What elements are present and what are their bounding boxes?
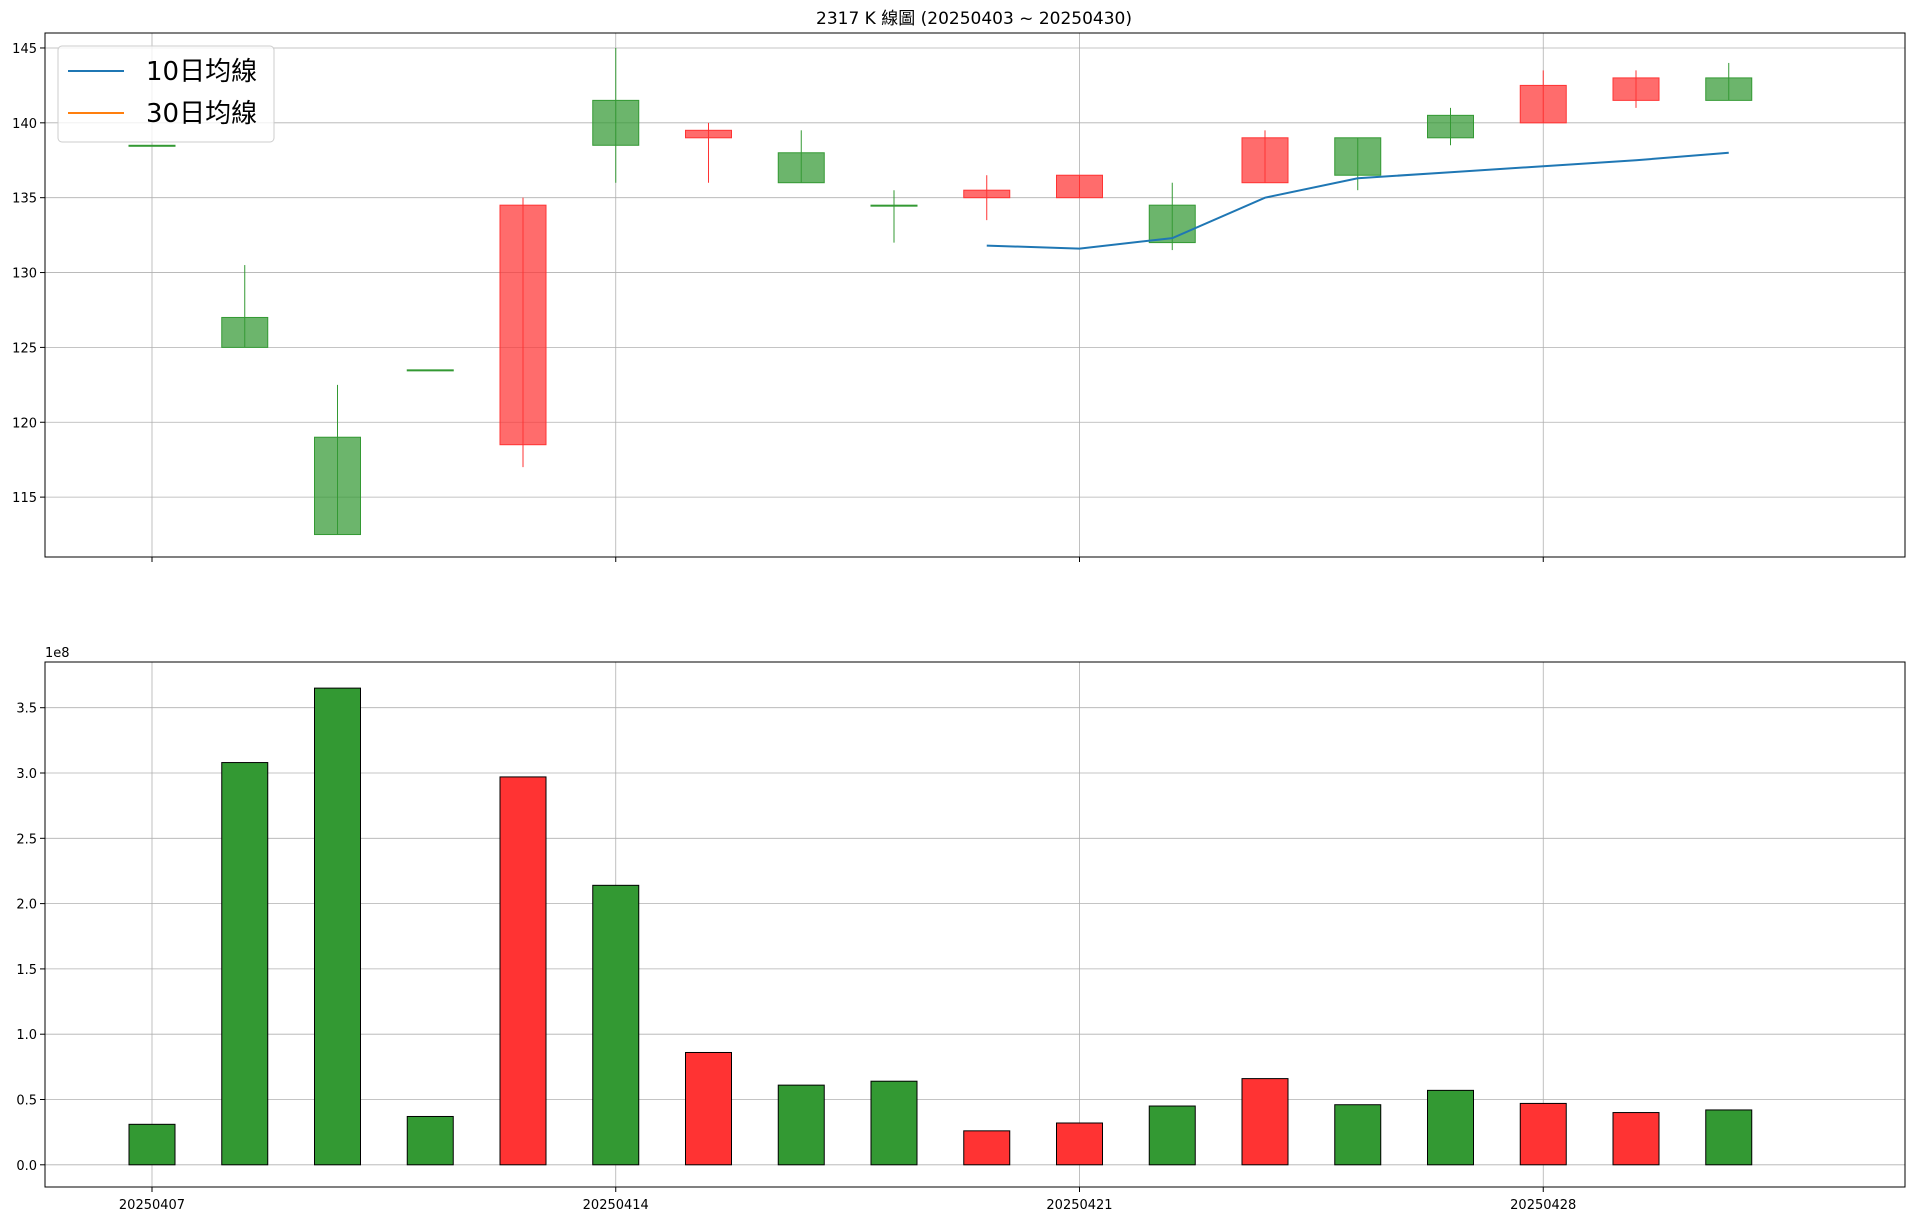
candle-body [221,316,269,348]
price-y-tick-label: 135 [12,192,37,207]
volume-bar [314,687,361,1166]
candle-body [1519,84,1567,124]
candle [1612,70,1660,108]
candle [314,384,361,536]
volume-y-ticks: 0.0 0.5 1.0 1.5 2.0 2.5 3.0 3.5 [16,702,45,1174]
volume-bar [592,884,640,1166]
volume-y-tick-label: 0.0 [16,1159,37,1174]
price-axes-frame [44,32,1906,558]
volume-bar [963,1130,1011,1166]
candle [870,190,918,243]
volume-y-tick-label: 2.5 [16,832,37,847]
volume-panel: 0.0 0.5 1.0 1.5 2.0 2.5 3.0 3.5 20250407 2025041… [16,646,1906,1213]
ma10-line [986,151,1729,250]
candle-body [870,204,918,207]
candle [1334,137,1382,191]
candle-body [406,369,454,372]
volume-bar [1427,1089,1474,1166]
candle [963,175,1011,221]
price-y-tick-label: 115 [12,491,37,506]
volume-bar [870,1080,918,1166]
candle [592,47,640,183]
volume-x-tick-label: 20250414 [583,1198,649,1213]
volume-x-tick-label: 20250428 [1510,1198,1576,1213]
volume-y-tick-label: 3.5 [16,702,37,717]
candle-body [592,99,640,146]
volume-scale-label: 1e8 [45,646,70,661]
candle-body [1612,77,1660,101]
volume-bars [128,687,1753,1166]
price-y-tick-label: 145 [12,42,37,57]
candle [221,265,269,348]
candle [1427,107,1474,146]
price-x-tick-marks [151,557,1544,562]
legend: 10日均線 30日均線 [57,45,275,143]
candle-body [1056,174,1103,199]
volume-x-ticks: 20250407 20250414 20250421 20250428 [119,1187,1576,1213]
chart-title: 2317 K 線圖 (20250403 ~ 20250430) [816,9,1132,29]
candle [685,122,732,183]
price-y-tick-label: 130 [12,267,37,282]
candle [1241,130,1289,184]
volume-bar [128,1123,176,1166]
candle [406,369,454,372]
volume-bar [221,762,269,1166]
candle-body [1148,204,1196,244]
volume-bar [1241,1078,1289,1166]
volume-bar [1148,1105,1196,1166]
candle [499,197,547,468]
price-y-tick-label: 120 [12,416,37,431]
candle-body [128,144,176,147]
price-y-tick-label: 125 [12,341,37,356]
price-y-tick-label: 140 [12,117,37,132]
volume-bar [406,1115,454,1166]
candle [1705,62,1753,101]
volume-y-tick-label: 0.5 [16,1094,37,1109]
candle-body [1705,77,1753,101]
candle [1056,174,1103,199]
candle-body [1427,114,1474,139]
candle [777,130,825,184]
volume-bar [1519,1102,1567,1166]
legend-ma10-label: 10日均線 [146,57,257,87]
price-y-ticks: 115 120 125 130 135 140 145 [12,42,45,506]
price-panel: 115 120 125 130 135 140 145 10日均線 30日均線 [12,32,1906,562]
volume-y-tick-label: 1.0 [16,1028,37,1043]
legend-ma30-label: 30日均線 [146,99,257,129]
candle-body [963,189,1011,199]
candle [128,144,176,147]
volume-bar [1705,1109,1753,1166]
volume-bar [1334,1104,1382,1166]
candle-body [1334,137,1382,176]
candle-body [685,129,732,139]
volume-axes-frame [44,661,1906,1188]
volume-bar [685,1051,732,1166]
candle [1148,182,1196,251]
volume-bar [777,1084,825,1166]
volume-y-tick-label: 2.0 [16,898,37,913]
candle-body [499,204,547,446]
volume-y-tick-label: 1.5 [16,963,37,978]
volume-bar [1612,1112,1660,1166]
volume-bar [1056,1122,1103,1166]
candle-body [777,152,825,184]
volume-y-tick-label: 3.0 [16,767,37,782]
candle-body [314,436,361,536]
volume-bar [499,776,547,1166]
price-candles [128,47,1753,536]
price-moving-averages [986,151,1729,250]
volume-x-tick-label: 20250407 [119,1198,185,1213]
candle-body [1241,137,1289,184]
candle [1519,70,1567,124]
volume-x-tick-label: 20250421 [1046,1198,1112,1213]
